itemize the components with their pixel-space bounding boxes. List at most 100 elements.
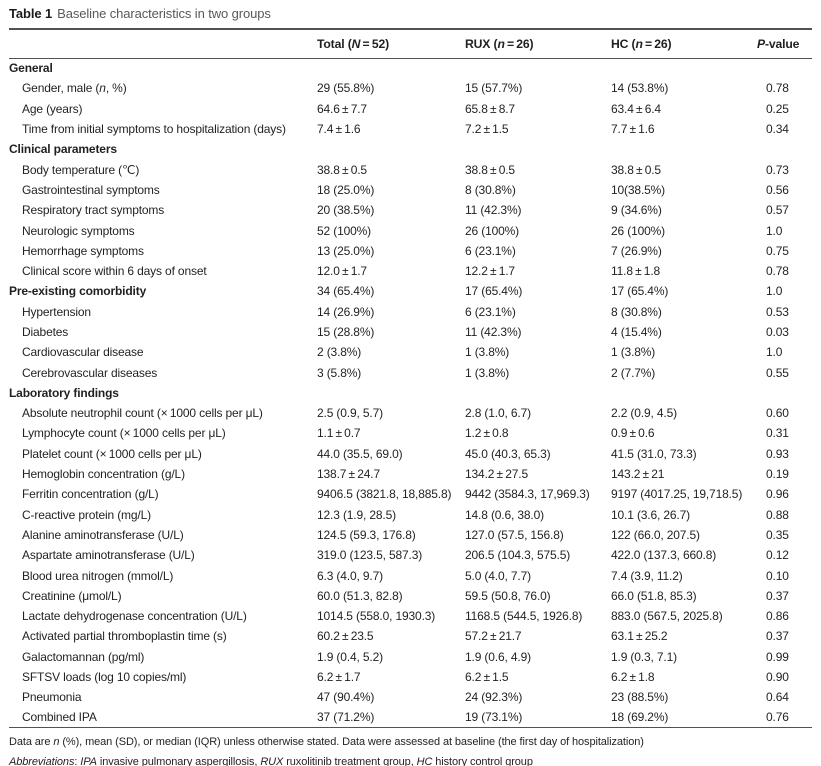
cell-rux: 57.2 ± 21.7 — [465, 629, 522, 644]
cell-rux: 1168.5 (544.5, 1926.8) — [465, 609, 583, 624]
cell-hc: 66.0 (51.8, 85.3) — [611, 588, 697, 603]
cell-total: 20 (38.5%) — [317, 203, 375, 218]
cell-p: 1.0 — [766, 345, 783, 360]
table-row: Respiratory tract symptoms 20 (38.5%) 11 (… — [9, 200, 812, 220]
cell-rux: 38.8 ± 0.5 — [465, 162, 515, 177]
text-fragment: Cerebrovascular diseases — [22, 365, 158, 380]
cell-p: 0.78 — [766, 81, 789, 96]
cell-total: 9406.5 (3821.8, 18,885.8) — [317, 487, 452, 502]
text-fragment: Laboratory findings — [9, 385, 119, 400]
cell-total: 1014.5 (558.0, 1930.3) — [317, 609, 436, 624]
cell-rux: 1.2 ± 0.8 — [465, 426, 509, 441]
cell-hc: 7.4 (3.9, 11.2) — [611, 568, 683, 583]
row-label: Cardiovascular disease — [9, 342, 317, 362]
cell-total: 2 (3.8%) — [317, 345, 362, 360]
cell-hc: 14 (53.8%) — [611, 81, 669, 96]
cell-p: 0.86 — [766, 609, 789, 624]
cell-p: 0.25 — [766, 101, 789, 116]
text-fragment: = 26) — [504, 36, 534, 51]
text-fragment: , %) — [105, 81, 127, 96]
cell-rux: 24 (92.3%) — [465, 690, 523, 705]
cell-rux: 6.2 ± 1.5 — [465, 670, 509, 685]
section-row: Laboratory findings — [9, 383, 812, 403]
section-row: Pre-existing comorbidity 34 (65.4%) 17 (65… — [9, 281, 812, 301]
cell-hc: 18 (69.2%) — [611, 710, 669, 725]
cell-p: 0.60 — [766, 406, 789, 421]
text-fragment: Gender, male ( — [22, 81, 100, 96]
text-fragment: C-reactive protein (mg/L) — [22, 507, 151, 522]
cell-rux: 2.8 (1.0, 6.7) — [465, 406, 531, 421]
text-fragment: Blood urea nitrogen (mmol/L) — [22, 568, 174, 583]
cell-total: 6.3 (4.0, 9.7) — [317, 568, 383, 583]
cell-p: 0.55 — [766, 365, 789, 380]
cell-total: 12.0 ± 1.7 — [317, 264, 367, 279]
cell-p: 0.99 — [766, 649, 789, 664]
row-label: Gender, male (n, %) — [9, 78, 317, 98]
text-fragment: Activated partial thromboplastin time (s… — [22, 629, 227, 644]
cell-rux: 12.2 ± 1.7 — [465, 264, 515, 279]
column-header-empty — [9, 29, 317, 58]
cell-hc: 8 (30.8%) — [611, 304, 662, 319]
cell-p: 0.88 — [766, 507, 789, 522]
row-label: Respiratory tract symptoms — [9, 200, 317, 220]
text-fragment: HC ( — [611, 36, 636, 51]
cell-total: 2.5 (0.9, 5.7) — [317, 406, 383, 421]
cell-hc: 17 (65.4%) — [611, 284, 669, 299]
table-row: Lymphocyte count (× 1000 cells per μL) 1.… — [9, 423, 812, 443]
cell-total: 64.6 ± 7.7 — [317, 101, 367, 116]
cell-rux: 14.8 (0.6, 38.0) — [465, 507, 544, 522]
text-fragment: Cardiovascular disease — [22, 345, 144, 360]
row-label: Pre-existing comorbidity — [9, 281, 317, 301]
cell-p: 0.93 — [766, 446, 789, 461]
cell-hc: 63.1 ± 25.2 — [611, 629, 668, 644]
row-label: Hypertension — [9, 302, 317, 322]
text-fragment: n — [99, 81, 106, 96]
text-fragment: HC — [416, 755, 433, 766]
text-fragment: Hemoglobin concentration (g/L) — [22, 467, 185, 482]
table-row: Hemorrhage symptoms 13 (25.0%) 6 (23.1%) 7 … — [9, 241, 812, 261]
cell-hc: 26 (100%) — [611, 223, 666, 238]
cell-p: 0.37 — [766, 588, 789, 603]
row-label: Pneumonia — [9, 687, 317, 707]
row-label: Laboratory findings — [9, 383, 317, 403]
cell-hc: 0.9 ± 0.6 — [611, 426, 655, 441]
cell-rux: 1.9 (0.6, 4.9) — [465, 649, 531, 664]
table-footnotes: Data are n (%), mean (SD), or median (IQ… — [9, 733, 812, 766]
row-label: Clinical parameters — [9, 139, 317, 159]
row-label: Hemoglobin concentration (g/L) — [9, 464, 317, 484]
footnote-data-description: Data are n (%), mean (SD), or median (IQ… — [9, 733, 812, 753]
cell-total: 60.2 ± 23.5 — [317, 629, 374, 644]
cell-hc: 143.2 ± 21 — [611, 467, 665, 482]
cell-hc: 122 (66.0, 207.5) — [611, 527, 700, 542]
table-row: Platelet count (× 1000 cells per μL) 44.0… — [9, 444, 812, 464]
text-fragment: Lactate dehydrogenase concentration (U/L… — [22, 609, 247, 624]
section-row: Clinical parameters — [9, 139, 812, 159]
table-row: SFTSV loads (log 10 copies/ml) 6.2 ± 1.7 6… — [9, 667, 812, 687]
table-row: Blood urea nitrogen (mmol/L) 6.3 (4.0, 9.… — [9, 565, 812, 585]
cell-rux: 8 (30.8%) — [465, 182, 516, 197]
cell-total: 60.0 (51.3, 82.8) — [317, 588, 403, 603]
cell-p: 1.0 — [766, 284, 783, 299]
row-label: Lactate dehydrogenase concentration (U/L… — [9, 606, 317, 626]
cell-p — [757, 58, 812, 78]
table-row: Gastrointestinal symptoms 18 (25.0%) 8 (30… — [9, 180, 812, 200]
row-label: Gastrointestinal symptoms — [9, 180, 317, 200]
text-fragment: Baseline characteristics in two groups — [57, 6, 271, 21]
cell-hc: 41.5 (31.0, 73.3) — [611, 446, 697, 461]
table-row: Combined IPA 37 (71.2%) 19 (73.1%) 18 (69.2… — [9, 708, 812, 728]
cell-p: 0.12 — [766, 548, 789, 563]
cell-total: 15 (28.8%) — [317, 325, 375, 339]
cell-hc: 63.4 ± 6.4 — [611, 101, 661, 116]
row-label: Ferritin concentration (g/L) — [9, 484, 317, 504]
row-label: Neurologic symptoms — [9, 220, 317, 240]
text-fragment: Galactomannan (pg/ml) — [22, 649, 145, 664]
text-fragment: (%), mean (SD), or median (IQR) unless o… — [59, 736, 644, 749]
cell-rux: 6 (23.1%) — [465, 243, 516, 258]
text-fragment: Body temperature (℃) — [22, 162, 140, 177]
text-fragment: RUX ( — [465, 36, 498, 51]
cell-total: 44.0 (35.5, 69.0) — [317, 446, 403, 461]
cell-rux — [465, 58, 611, 78]
text-fragment: = 52) — [360, 36, 390, 51]
text-fragment: Respiratory tract symptoms — [22, 203, 165, 218]
cell-total: 1.9 (0.4, 5.2) — [317, 649, 383, 664]
